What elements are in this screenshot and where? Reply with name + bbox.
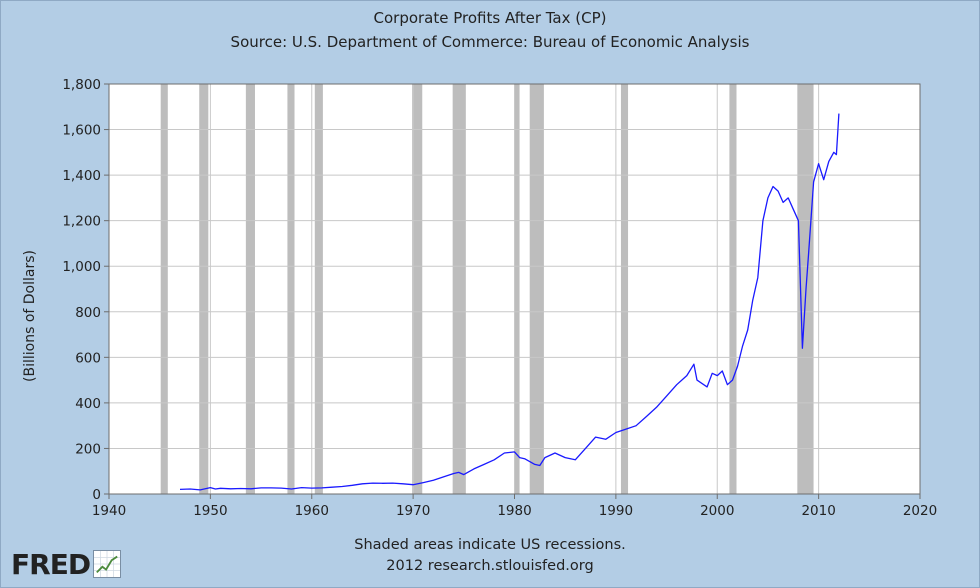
y-tick-label: 400 bbox=[75, 396, 101, 412]
recession-band-3 bbox=[287, 84, 295, 494]
x-axis: 1940 1950 1960 1970 1980 1990 2000 2010 2020 bbox=[92, 494, 937, 519]
recession-band-0 bbox=[160, 84, 168, 494]
x-tick-label: 1960 bbox=[295, 503, 329, 519]
x-tick-label: 2000 bbox=[700, 503, 734, 519]
fred-chart-icon bbox=[93, 550, 122, 578]
recession-band-10 bbox=[729, 84, 737, 494]
recession-band-5 bbox=[412, 84, 423, 494]
y-tick-label: 1,600 bbox=[62, 123, 101, 139]
y-tick-label: 600 bbox=[75, 350, 101, 366]
y-tick-label: 0 bbox=[92, 487, 101, 503]
chart-title: Corporate Profits After Tax (CP) bbox=[373, 9, 607, 27]
x-tick-label: 1970 bbox=[396, 503, 430, 519]
y-tick-label: 1,400 bbox=[62, 168, 101, 184]
y-tick-label: 1,200 bbox=[62, 214, 101, 230]
fred-logo[interactable]: FRED bbox=[11, 547, 122, 581]
recession-band-1 bbox=[199, 84, 209, 494]
recession-band-8 bbox=[529, 84, 544, 494]
x-tick-label: 1950 bbox=[193, 503, 227, 519]
recession-band-2 bbox=[245, 84, 255, 494]
recession-bands bbox=[160, 84, 814, 494]
series-layer bbox=[179, 113, 840, 491]
recession-band-4 bbox=[314, 84, 323, 494]
x-tick-label: 1990 bbox=[599, 503, 633, 519]
x-tick-label: 1980 bbox=[497, 503, 531, 519]
recession-band-6 bbox=[452, 84, 466, 494]
chart-subtitle: Source: U.S. Department of Commerce: Bur… bbox=[230, 33, 750, 51]
recession-band-7 bbox=[514, 84, 520, 494]
recession-note: Shaded areas indicate US recessions. bbox=[354, 537, 626, 553]
y-tick-label: 1,000 bbox=[62, 259, 101, 275]
x-tick-label: 2010 bbox=[801, 503, 835, 519]
fred-logo-text: FRED bbox=[11, 547, 91, 581]
y-tick-label: 200 bbox=[75, 441, 101, 457]
y-tick-label: 1,800 bbox=[62, 77, 101, 93]
y-axis: 0 200 400 600 800 1,000 1,200 1,400 1,600 1,800 bbox=[62, 77, 109, 503]
y-axis-label: (Billions of Dollars) bbox=[22, 250, 38, 382]
x-tick-label: 2020 bbox=[903, 503, 937, 519]
source-url: 2012 research.stlouisfed.org bbox=[386, 558, 594, 574]
series-line-0 bbox=[179, 113, 840, 491]
grid-lines bbox=[109, 83, 920, 494]
x-tick-label: 1940 bbox=[92, 503, 126, 519]
recession-band-9 bbox=[620, 84, 629, 494]
y-tick-label: 800 bbox=[75, 305, 101, 321]
